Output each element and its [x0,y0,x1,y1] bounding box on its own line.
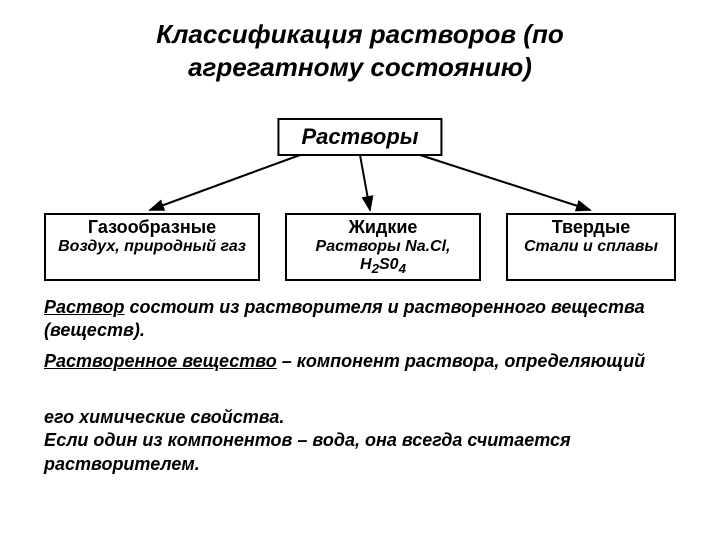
leaf-title: Твердые [514,217,668,238]
arrow-left [150,155,300,210]
paragraph-3: его химические свойства.Если один из ком… [44,406,684,476]
leaf-solid: Твердые Стали и сплавы [506,213,676,281]
leaf-row: Газообразные Воздух, природный газ Жидки… [0,213,720,281]
arrow-right [420,155,590,210]
paragraph-1: Раствор состоит из растворителя и раство… [44,296,684,343]
leaf-subtitle: Стали и сплавы [514,238,668,256]
leaf-title: Газообразные [52,217,252,238]
leaf-subtitle: Воздух, природный газ [52,238,252,256]
arrow-middle [360,155,370,210]
paragraph-2: Растворенное вещество – компонент раство… [44,350,684,373]
leaf-gaseous: Газообразные Воздух, природный газ [44,213,260,281]
leaf-subtitle: Растворы Na.Cl, H2S04 [293,238,473,276]
leaf-title: Жидкие [293,217,473,238]
leaf-liquid: Жидкие Растворы Na.Cl, H2S04 [285,213,481,281]
